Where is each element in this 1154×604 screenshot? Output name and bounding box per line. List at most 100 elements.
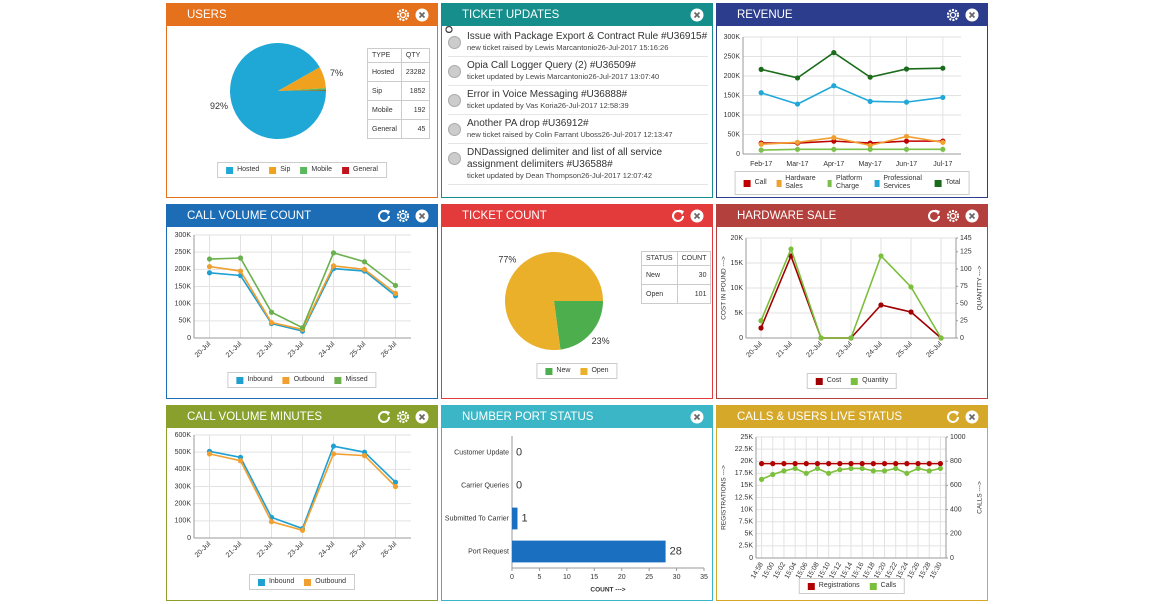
x-tick-label: May-17 xyxy=(858,161,881,168)
bar-value-label: 1 xyxy=(521,512,527,524)
gear-core xyxy=(949,212,957,220)
legend-swatch xyxy=(342,166,350,174)
ticket-author: ticket updated by Dean Thompson xyxy=(467,171,582,180)
y-tick-label: 150K xyxy=(724,92,741,99)
ticket-icon xyxy=(448,152,461,165)
x-tick-label: 5 xyxy=(537,574,541,581)
header-icons xyxy=(690,410,704,424)
y-tick-label: 100K xyxy=(175,301,192,308)
legend-label: Inbound xyxy=(268,578,295,585)
gear-core xyxy=(399,11,407,19)
ticket-text: Issue with Package Export & Contract Rul… xyxy=(445,26,707,53)
data-point xyxy=(893,461,899,467)
data-point xyxy=(940,94,946,101)
x-tick-label: 22-Jul xyxy=(256,340,275,359)
panel-body: 92% 7% TYPE QTY Hosted 23282 Sip 1852 Mobile 192 G… xyxy=(167,26,437,197)
ticket-title: Another PA drop #U36912# xyxy=(467,118,589,129)
x-tick-label: 30 xyxy=(673,574,681,581)
ticket-meta: ticket updated by Vas Koria 26-Jul-2017 1… xyxy=(445,26,629,111)
legend-swatch xyxy=(236,376,244,384)
data-point xyxy=(237,458,244,464)
data-point xyxy=(908,284,914,290)
table-cell: 45 xyxy=(400,119,431,139)
data-point xyxy=(903,133,910,140)
ticket-count-panel: TICKET COUNT 23% 77% STATUS COUNT New 30 Open 10… xyxy=(441,204,713,399)
y2-tick-label: 145 xyxy=(960,235,972,242)
chart: 0 100K 200K 300K 400K 500K 600K 20-Jul 21-Jul 22-… xyxy=(175,432,411,559)
data-point xyxy=(792,465,798,472)
panel-header: USERS xyxy=(167,4,437,26)
header-icons xyxy=(947,410,979,424)
panel-header: TICKET UPDATES xyxy=(442,4,712,26)
ticket-icon xyxy=(448,94,461,107)
gear-icon xyxy=(946,8,960,22)
header-icons xyxy=(378,410,429,424)
data-point xyxy=(330,451,337,457)
data-point xyxy=(758,90,764,96)
panel-title: TICKET UPDATES xyxy=(462,9,560,21)
panel-title: USERS xyxy=(187,9,227,21)
y-tick-label: 2.5K xyxy=(739,543,754,550)
legend-swatch xyxy=(545,367,553,375)
refresh-arc xyxy=(928,210,940,222)
data-point xyxy=(206,263,213,270)
refresh-head xyxy=(935,209,940,215)
data-point xyxy=(206,256,213,262)
y2-tick-label: 100 xyxy=(960,266,972,273)
ticket-item: Error in Voice Messaging #U36888# ticket … xyxy=(445,26,708,115)
data-point xyxy=(837,461,843,467)
legend-label: Mobile xyxy=(311,166,333,173)
legend-label: Quantity xyxy=(862,377,889,384)
ticket-item: Issue with Package Export & Contract Rul… xyxy=(445,26,708,57)
y-tick-label: 7.5K xyxy=(739,519,754,526)
legend-label: Sip xyxy=(280,166,291,173)
x-tick-label: 26-Jul xyxy=(380,540,399,559)
refresh-icon xyxy=(947,410,959,423)
x-tick-label: 21-Jul xyxy=(775,340,794,359)
data-point xyxy=(837,467,843,473)
legend-swatch xyxy=(257,578,265,586)
legend-item: General xyxy=(342,166,378,174)
pie-slice xyxy=(278,88,326,91)
ticket-icon xyxy=(448,65,461,78)
data-point xyxy=(268,319,275,326)
number-port-panel: NUMBER PORT STATUS 0 5 10 15 20 25 30 35 Customer… xyxy=(441,405,713,601)
ticket-meta: ticket updated by Lewis Marcantonio 26-Ju… xyxy=(445,26,659,82)
y-tick-label: 5K xyxy=(744,531,753,538)
ticket-time: 26-Jul-2017 12:07:42 xyxy=(581,171,652,180)
legend-label: Total xyxy=(945,179,961,186)
data-point xyxy=(867,146,873,152)
table-cell: Hosted xyxy=(367,62,402,82)
bar xyxy=(512,507,518,530)
x-tick-label: 35 xyxy=(700,574,708,581)
y-tick-label: 300K xyxy=(175,483,192,490)
data-point xyxy=(881,461,888,467)
x-tick-label: Jul-17 xyxy=(933,161,952,168)
y-tick-label: 300K xyxy=(724,34,741,41)
y2-tick-label: 75 xyxy=(960,283,968,290)
close-icon xyxy=(690,410,704,424)
x-tick-label: 22-Jul xyxy=(805,340,824,359)
x-tick-label: 23-Jul xyxy=(835,340,854,359)
legend-item: Mobile xyxy=(300,166,332,174)
ticket-author: ticket updated by Lewis Marcantonio xyxy=(467,72,589,81)
panel-header: CALLS & USERS LIVE STATUS xyxy=(717,406,987,428)
legend-item: Hosted xyxy=(226,166,259,174)
data-point xyxy=(831,146,837,152)
header-icons xyxy=(690,8,704,22)
series-line xyxy=(760,51,943,79)
legend-swatch xyxy=(743,179,751,187)
ticket-title: Opia Call Logger Query (2) #U36509# xyxy=(467,60,636,71)
gear-ring xyxy=(396,410,410,424)
y-tick-label: 100K xyxy=(724,112,741,119)
clock-face xyxy=(445,26,453,33)
data-point xyxy=(867,142,873,149)
legend-label: New xyxy=(556,367,571,374)
panel-header: TICKET COUNT xyxy=(442,205,712,227)
data-point xyxy=(392,483,399,490)
legend-swatch xyxy=(807,582,815,590)
y-tick-label: 0 xyxy=(736,151,740,158)
close-icon xyxy=(965,410,979,424)
pie-label: 23% xyxy=(592,336,610,346)
x-tick-label: 23-Jul xyxy=(287,540,306,559)
